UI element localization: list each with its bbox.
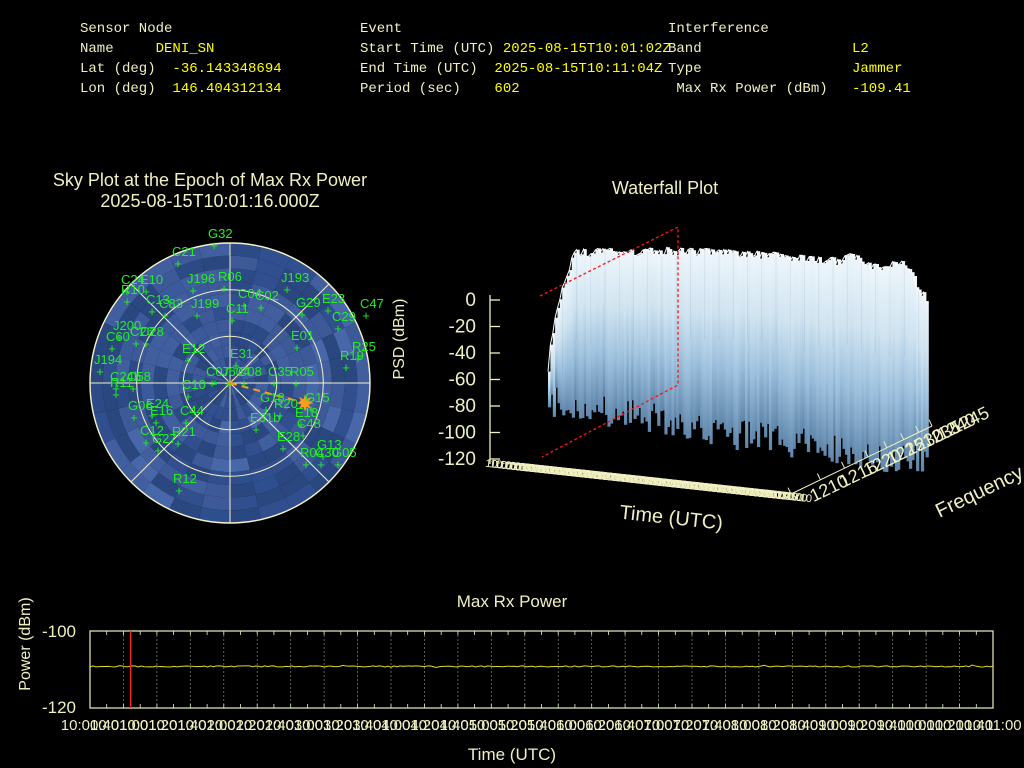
svg-text:-40: -40 xyxy=(449,343,476,364)
svg-text:-100: -100 xyxy=(438,423,476,444)
svg-text:1245: 1245 xyxy=(948,403,993,438)
svg-text:-60: -60 xyxy=(449,370,476,391)
svg-text:-80: -80 xyxy=(449,396,476,417)
svg-text:-120: -120 xyxy=(438,449,476,470)
svg-text:Frequency (MHz): Frequency (MHz) xyxy=(932,436,1024,523)
svg-text:0: 0 xyxy=(465,290,476,311)
svg-text:10:01:10: 10:01:10 xyxy=(769,489,813,506)
svg-text:10:11:00: 10:11:00 xyxy=(964,717,1021,734)
svg-text:Time (UTC): Time (UTC) xyxy=(618,502,723,535)
svg-text:-100: -100 xyxy=(42,625,76,641)
svg-text:-120: -120 xyxy=(42,698,76,717)
svg-text:-20: -20 xyxy=(449,317,476,338)
